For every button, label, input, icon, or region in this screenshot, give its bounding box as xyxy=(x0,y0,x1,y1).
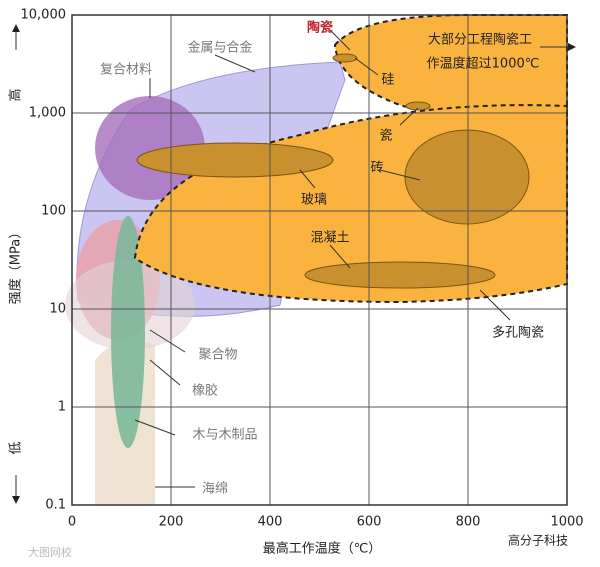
annotation: 混凝土 xyxy=(310,230,349,246)
arrow-head xyxy=(568,43,576,51)
leader xyxy=(329,244,351,269)
annotation: 作温度超过1000℃ xyxy=(427,56,540,72)
y-high-label: 高 xyxy=(8,88,24,101)
regions xyxy=(65,14,568,505)
plot-frame xyxy=(71,14,568,506)
leader xyxy=(149,329,186,353)
annotation: 玻璃 xyxy=(301,193,327,208)
leader xyxy=(214,54,256,73)
leader xyxy=(299,169,316,189)
annotation: 木与木制品 xyxy=(192,428,257,443)
y-tick-label: 0.1 xyxy=(45,498,66,513)
leader xyxy=(134,419,176,436)
y-axis-label: 强度（MPa） xyxy=(8,226,24,304)
annotation: 金属与合金 xyxy=(187,40,252,56)
arrow-head xyxy=(12,24,20,32)
brick-region xyxy=(404,129,530,225)
annotation: 瓷 xyxy=(379,129,392,144)
x-tick-label: 0 xyxy=(68,515,76,530)
annotation: 橡胶 xyxy=(192,383,218,399)
watermark: 大图网校 xyxy=(28,545,72,559)
annotation: 海绵 xyxy=(202,482,228,497)
x-tick-label: 600 xyxy=(357,515,382,530)
y-tick-label: 100 xyxy=(41,204,66,219)
annotation: 硅 xyxy=(381,73,394,88)
y-low-label: 低 xyxy=(9,441,24,454)
x-tick-label: 200 xyxy=(159,515,184,530)
y-tick-label: 10,000 xyxy=(21,8,67,23)
y-tick-label: 10 xyxy=(49,302,66,317)
wood-region xyxy=(111,216,145,448)
annotation: 大部分工程陶瓷工 xyxy=(428,32,532,48)
leader xyxy=(399,107,419,126)
concrete-region xyxy=(304,261,496,289)
leader xyxy=(329,29,351,51)
annotation: 聚合物 xyxy=(198,348,237,363)
annotation: 砖 xyxy=(370,161,383,176)
x-axis-label: 最高工作温度（℃） xyxy=(263,541,382,557)
x-tick-label: 800 xyxy=(456,515,481,530)
annotation: 复合材料 xyxy=(100,63,152,78)
x-tick-label: 400 xyxy=(258,515,283,530)
silicon-region xyxy=(332,53,358,63)
leader xyxy=(379,169,421,181)
x-tick-label: 1000 xyxy=(550,515,583,530)
leader xyxy=(479,289,511,321)
leaders xyxy=(12,24,576,504)
y-tick-label: 1,000 xyxy=(29,106,66,121)
y-tick-label: 1 xyxy=(58,400,66,415)
glass-region xyxy=(136,142,334,178)
leader xyxy=(354,57,379,76)
leader xyxy=(149,359,181,386)
porcelain-region xyxy=(405,101,431,111)
arrow-head xyxy=(12,496,20,504)
annotation: 多孔陶瓷 xyxy=(492,325,544,341)
annotation: 陶瓷 xyxy=(307,20,333,36)
watermark: 高分子科技 xyxy=(508,533,568,548)
